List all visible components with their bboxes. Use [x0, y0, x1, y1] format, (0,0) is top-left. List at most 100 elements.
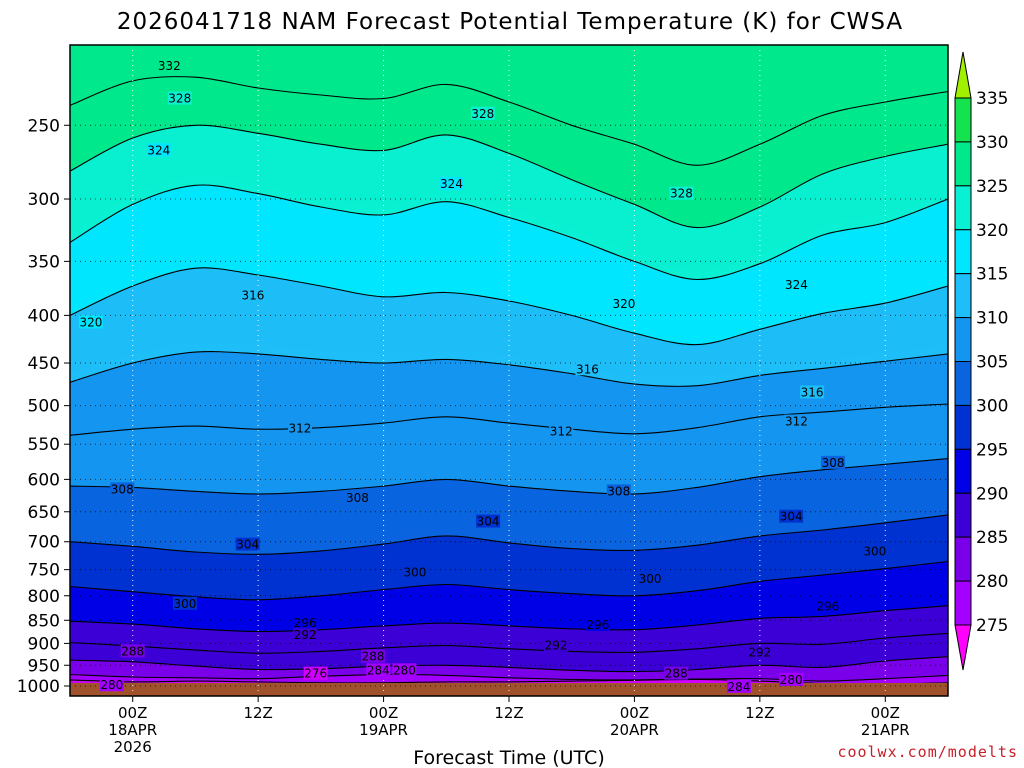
colorbar-label-335: 335	[976, 89, 1008, 109]
contour-label-280: 280	[393, 663, 416, 677]
fill-band-332	[70, 45, 948, 166]
contour-284	[70, 673, 948, 682]
contour-label-328: 328	[670, 187, 693, 201]
x-tick-label-78-1: 21APR	[861, 721, 910, 739]
contour-label-304: 304	[780, 510, 803, 524]
contour-label-296: 296	[816, 600, 839, 614]
contour-320	[70, 267, 948, 346]
contour-328	[70, 124, 948, 229]
contour-label-280: 280	[100, 678, 123, 692]
contour-label-bg	[862, 544, 887, 558]
contour-332	[70, 76, 948, 166]
x-tick-label-42-0: 12Z	[494, 704, 523, 722]
contour-288	[70, 656, 948, 673]
colorbar-label-290: 290	[976, 484, 1008, 504]
contour-label-bg	[439, 176, 464, 190]
contour-label-bg	[585, 618, 610, 632]
y-tick-label-350: 350	[28, 252, 60, 272]
contour-label-bg	[293, 628, 318, 642]
contour-label-324: 324	[147, 143, 170, 157]
colorbar-bin-11	[954, 580, 972, 626]
contour-292	[70, 632, 948, 654]
colorbar-label-285: 285	[976, 528, 1008, 548]
contour-308	[70, 458, 948, 495]
x-tick-label-6-0: 00Z	[118, 704, 147, 722]
contour-label-312: 312	[550, 424, 573, 438]
contour-label-bg	[784, 277, 809, 291]
colorbar-bottom-triangle	[954, 624, 972, 671]
x-tick-label-54-1: 20APR	[610, 721, 659, 739]
grid-lines	[70, 45, 948, 696]
contour-label-332: 332	[158, 59, 181, 73]
y-tick-label-400: 400	[28, 306, 60, 326]
contour-label-bg	[747, 645, 772, 659]
contour-label-bg	[779, 672, 804, 686]
credit-text: coolwx.com/modelts	[837, 743, 1018, 761]
contour-280	[70, 678, 948, 685]
contour-label-bg	[99, 678, 124, 692]
colorbar-label-280: 280	[976, 572, 1008, 592]
contour-label-bg	[800, 385, 825, 399]
contour-label-304: 304	[477, 515, 500, 529]
y-tick-label-1000: 1000	[17, 677, 60, 697]
y-tick-label-800: 800	[28, 587, 60, 607]
contour-label-320: 320	[613, 297, 636, 311]
x-tick-label-18-0: 12Z	[243, 704, 272, 722]
contour-label-328: 328	[471, 107, 494, 121]
y-tick-label-600: 600	[28, 470, 60, 490]
colorbar-bin-4	[954, 273, 972, 319]
contour-label-bg	[287, 421, 312, 435]
y-axis-ticks: 250 300 350 400 450 500 550 600 650 700 750 800 850 9…	[17, 116, 70, 697]
contour-324	[70, 184, 948, 281]
contour-label-bg	[120, 644, 145, 658]
x-tick-label-78-0: 00Z	[871, 704, 900, 722]
y-tick-label-550: 550	[28, 435, 60, 455]
x-tick-label-54-0: 00Z	[620, 704, 649, 722]
contour-label-304: 304	[236, 538, 259, 552]
contour-label-bg	[549, 424, 574, 438]
contour-label-bg	[157, 59, 182, 73]
x-axis-label: Forecast Time (UTC)	[413, 747, 604, 768]
y-tick-label-500: 500	[28, 397, 60, 417]
y-tick-label-650: 650	[28, 503, 60, 523]
y-tick-label-900: 900	[28, 634, 60, 654]
contour-label-316: 316	[801, 385, 824, 399]
y-tick-label-850: 850	[28, 611, 60, 631]
colorbar-bin-2	[954, 185, 972, 231]
contour-label-bg	[361, 649, 386, 663]
contour-label-bg	[669, 186, 694, 200]
colorbar-bin-5	[954, 317, 972, 363]
contour-label-bg	[664, 666, 689, 680]
contour-label-bg	[366, 663, 391, 677]
y-tick-label-700: 700	[28, 533, 60, 553]
contour-label-bg	[240, 288, 265, 302]
x-tick-label-6-2: 2026	[114, 738, 152, 756]
contour-label-328: 328	[168, 92, 191, 106]
colorbar-label-330: 330	[976, 133, 1008, 153]
x-tick-label-6-1: 18APR	[108, 721, 157, 739]
contour-label-324: 324	[785, 278, 808, 292]
contour-label-308: 308	[607, 484, 630, 498]
colorbar-bin-10	[954, 536, 972, 582]
contour-label-bg	[345, 490, 370, 504]
terrain-strip	[70, 683, 948, 696]
colorbar-bin-1	[954, 141, 972, 187]
contour-label-bg	[544, 638, 569, 652]
colorbar-bin-9	[954, 492, 972, 538]
contour-label-bg	[303, 666, 328, 680]
contour-316	[70, 351, 948, 387]
contour-label-288: 288	[665, 667, 688, 681]
contour-label-bg	[235, 537, 260, 551]
colorbar-bin-6	[954, 361, 972, 406]
colorbar-top-triangle	[954, 51, 972, 99]
colorbar-label-305: 305	[976, 353, 1008, 373]
contour-label-308: 308	[822, 456, 845, 470]
colorbar-label-310: 310	[976, 309, 1008, 329]
contour-label-bg	[78, 315, 103, 329]
contour-label-bg	[779, 509, 804, 523]
contour-label-300: 300	[403, 565, 426, 579]
colorbar-bin-0	[954, 97, 972, 143]
colorbar-label-325: 325	[976, 177, 1008, 197]
contour-label-300: 300	[174, 597, 197, 611]
